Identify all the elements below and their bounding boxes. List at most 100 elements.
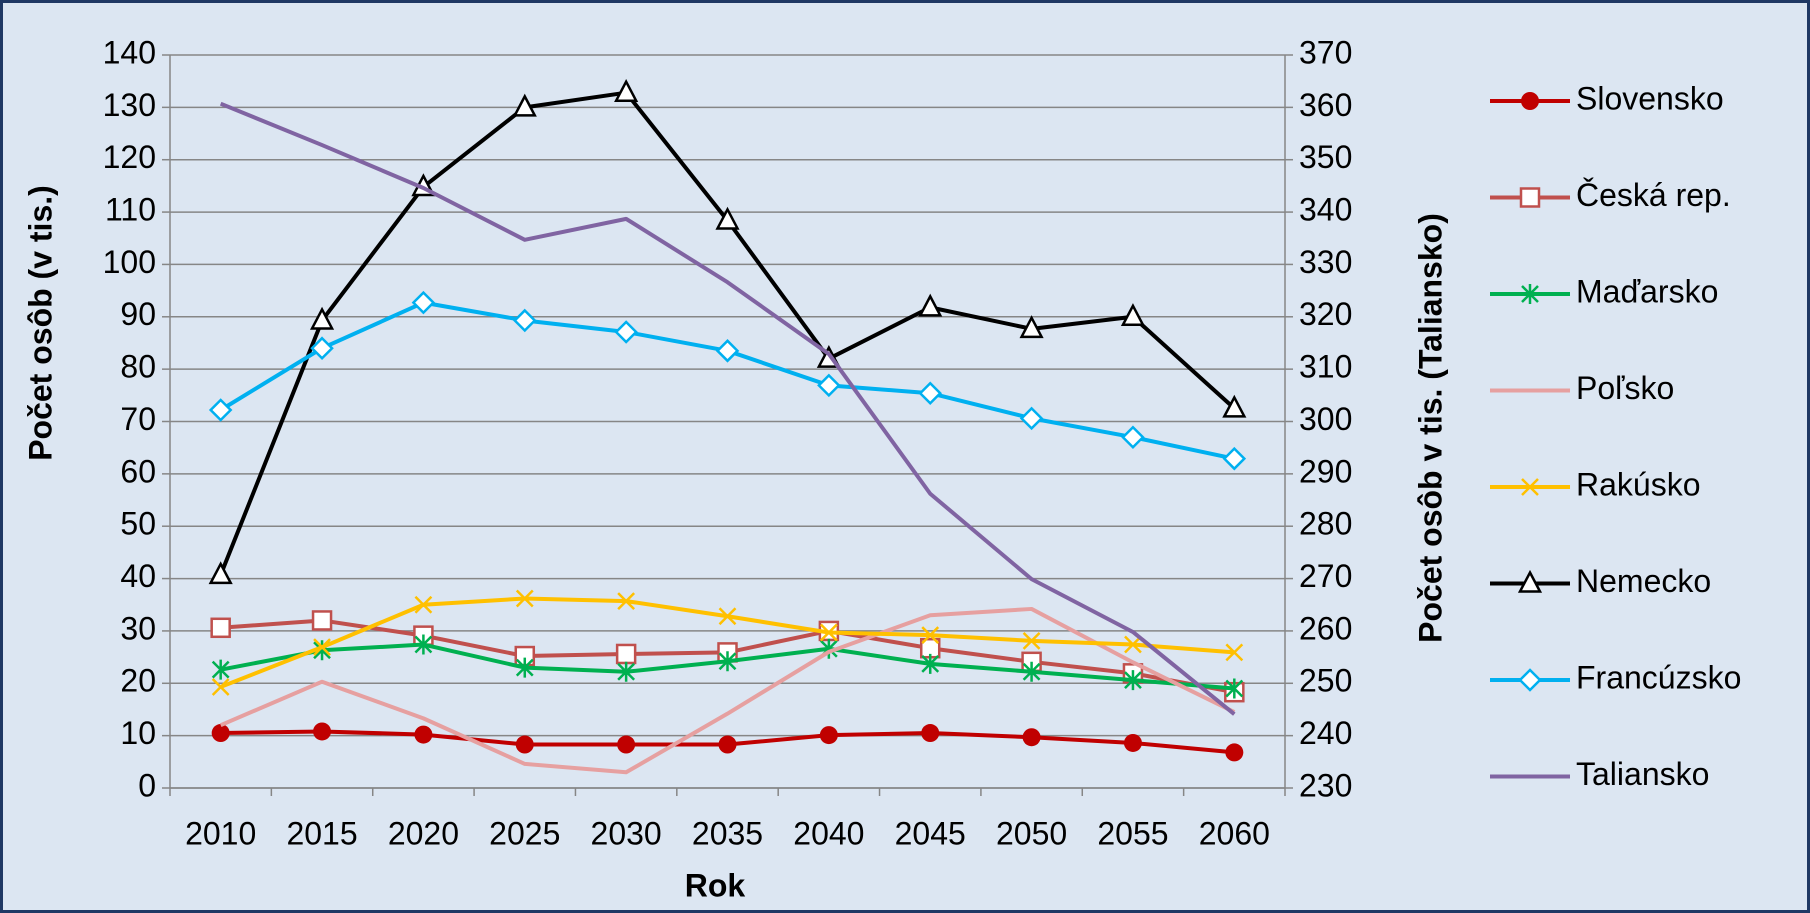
marker <box>1022 631 1041 650</box>
marker <box>614 79 639 102</box>
x-tick-label: 2020 <box>388 815 459 851</box>
marker <box>309 306 335 330</box>
marker <box>819 623 838 642</box>
legend-label: Slovensko <box>1576 80 1724 116</box>
y2-tick-label: 300 <box>1299 401 1352 437</box>
x-tick-label: 2015 <box>286 815 357 851</box>
y-tick-label: 110 <box>105 192 156 228</box>
marker <box>414 595 433 614</box>
marker <box>1225 643 1244 662</box>
marker <box>617 735 636 754</box>
y-tick-label: 20 <box>120 663 156 699</box>
marker <box>921 626 940 645</box>
y-tick-label: 80 <box>120 349 156 385</box>
x-tick-label: 2035 <box>692 815 763 851</box>
y-tick-label: 10 <box>120 715 156 751</box>
marker <box>615 643 637 665</box>
marker <box>614 320 638 344</box>
marker <box>1518 668 1542 692</box>
y-tick-label: 30 <box>120 610 156 646</box>
y2-tick-label: 230 <box>1299 767 1352 803</box>
marker <box>1121 425 1145 449</box>
legend-label: Maďarsko <box>1576 273 1718 309</box>
marker <box>1022 728 1041 747</box>
marker <box>1521 284 1539 304</box>
marker <box>311 610 333 631</box>
marker <box>515 657 534 678</box>
y-tick-label: 120 <box>103 139 156 175</box>
marker <box>1225 743 1244 762</box>
marker <box>411 290 436 315</box>
series-line <box>219 101 1236 716</box>
y-tick-label: 140 <box>103 34 156 70</box>
y-tick-label: 70 <box>120 401 156 437</box>
y-tick-label: 90 <box>120 296 156 332</box>
marker <box>1222 394 1247 418</box>
marker <box>513 308 537 333</box>
marker <box>715 206 740 230</box>
y2-tick-label: 320 <box>1299 296 1352 332</box>
marker <box>718 607 737 626</box>
marker <box>921 653 940 674</box>
marker <box>1019 315 1044 339</box>
x-tick-label: 2060 <box>1199 815 1270 851</box>
legend-label: Česká rep. <box>1576 177 1731 213</box>
marker <box>617 661 636 682</box>
y2-tick-label: 270 <box>1299 558 1352 594</box>
y2-tick-label: 250 <box>1299 663 1352 699</box>
marker <box>313 638 331 657</box>
marker <box>414 725 433 744</box>
marker <box>1120 303 1146 327</box>
marker <box>1124 670 1142 691</box>
marker <box>310 336 334 360</box>
y2-tick-label: 350 <box>1299 139 1352 175</box>
x-tick-label: 2045 <box>895 815 966 851</box>
series-line <box>219 300 1235 461</box>
marker <box>1521 478 1539 496</box>
marker <box>211 724 230 743</box>
marker <box>921 724 940 743</box>
marker <box>1123 733 1142 752</box>
marker <box>715 339 740 363</box>
marker <box>718 735 737 754</box>
marker <box>208 561 233 585</box>
y-axis-label: Počet osôb (v tis.) <box>22 185 58 461</box>
marker <box>1225 678 1244 699</box>
marker <box>515 589 534 608</box>
marker <box>1519 187 1541 208</box>
marker <box>1022 661 1041 682</box>
marker <box>817 373 841 398</box>
y2-tick-label: 260 <box>1299 610 1352 646</box>
x-tick-label: 2040 <box>793 815 864 851</box>
x-tick-label: 2030 <box>591 815 662 851</box>
marker <box>414 634 433 655</box>
marker <box>1521 92 1539 110</box>
series-line <box>219 606 1236 775</box>
marker <box>1517 569 1543 593</box>
y-tick-label: 130 <box>103 87 156 123</box>
x-tick-label: 2025 <box>489 815 560 851</box>
y-tick-label: 0 <box>138 767 156 803</box>
marker <box>208 398 233 422</box>
x-tick-label: 2055 <box>1097 815 1168 851</box>
y2-tick-label: 360 <box>1299 87 1352 123</box>
y2-tick-label: 340 <box>1299 192 1352 228</box>
marker <box>210 617 231 639</box>
x-tick-label: 2010 <box>185 815 256 851</box>
y-tick-label: 100 <box>103 244 156 280</box>
marker <box>1222 446 1247 471</box>
marker <box>718 651 737 672</box>
marker <box>918 293 943 317</box>
y2-tick-label: 280 <box>1299 506 1352 542</box>
legend-label: Poľsko <box>1576 370 1674 406</box>
x-axis-label: Rok <box>685 867 746 903</box>
y2-tick-label: 240 <box>1299 715 1352 751</box>
marker <box>918 381 942 405</box>
y-tick-label: 50 <box>120 506 156 542</box>
y2-tick-label: 330 <box>1299 244 1352 280</box>
marker <box>1124 635 1142 654</box>
legend-label: Nemecko <box>1576 563 1711 599</box>
chart: Rok Počet osôb (v tis.) Počet osôb v tis… <box>22 34 1741 903</box>
marker <box>1019 406 1044 431</box>
y2-axis-label: Počet osôb v tis. (Taliansko) <box>1412 213 1448 643</box>
